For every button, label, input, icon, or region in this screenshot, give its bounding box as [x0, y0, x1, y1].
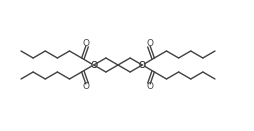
Text: O: O — [146, 39, 153, 48]
Text: O: O — [138, 61, 145, 70]
Text: O: O — [90, 61, 97, 70]
Text: O: O — [82, 82, 89, 91]
Text: O: O — [146, 82, 153, 91]
Text: O: O — [82, 39, 89, 48]
Text: O: O — [138, 61, 145, 70]
Text: O: O — [90, 61, 97, 70]
